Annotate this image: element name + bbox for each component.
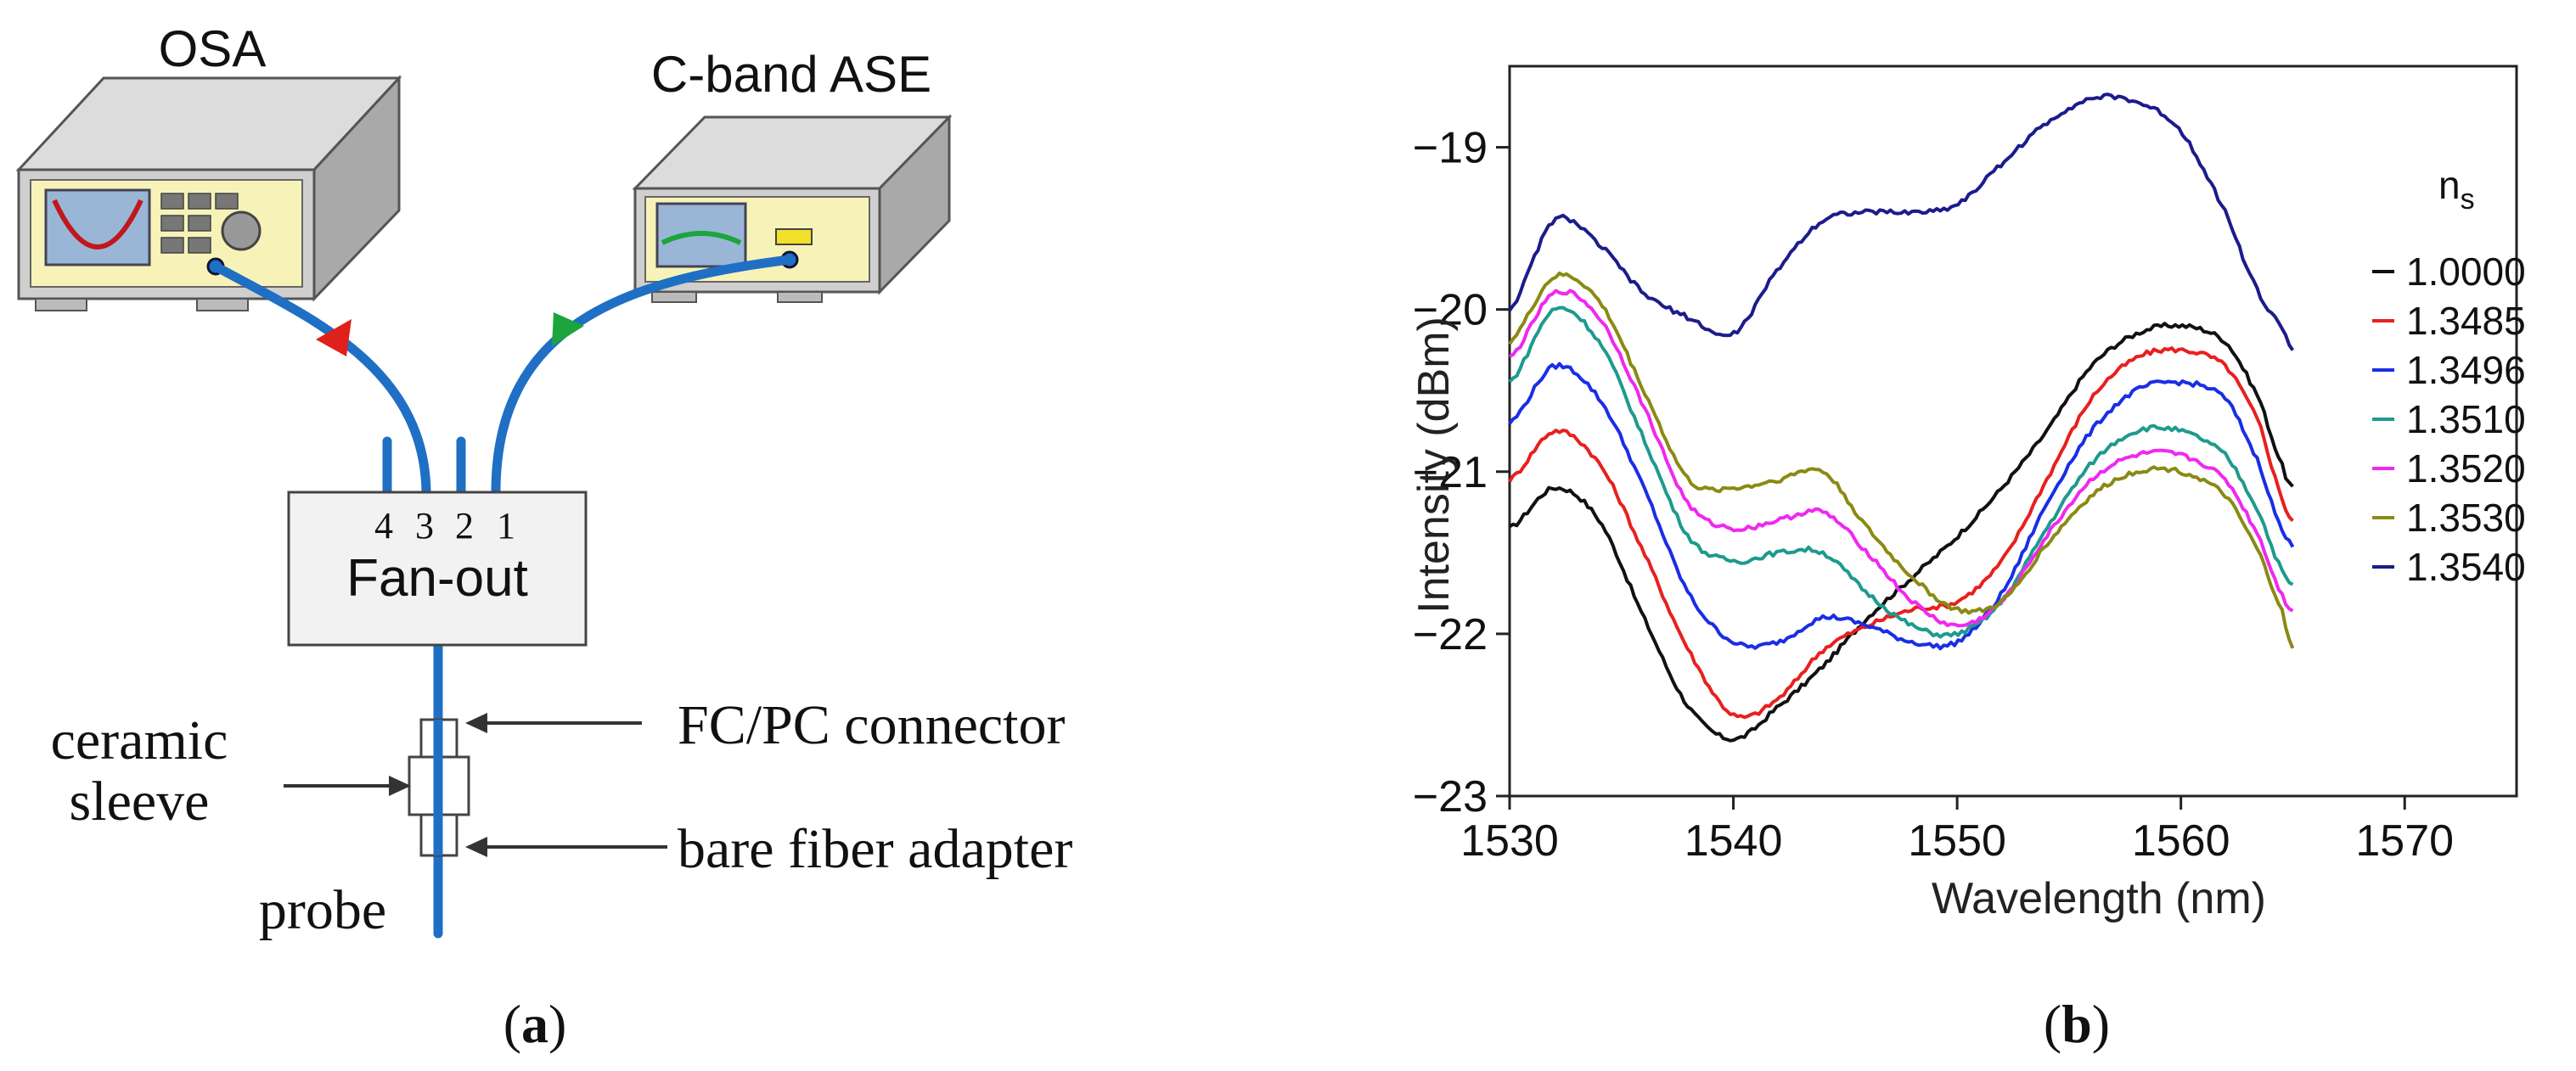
probe-label: probe — [259, 879, 386, 941]
x-tick-label: 1540 — [1685, 816, 1783, 866]
osa-keypad — [160, 193, 239, 254]
callout-arrows — [284, 713, 667, 857]
series-line-1-3510 — [1508, 306, 2294, 639]
panel-b-label: (b) — [2044, 994, 2110, 1054]
port-label-1: 1 — [497, 505, 515, 547]
ase-screen — [655, 202, 747, 268]
panel-a-label: (a) — [503, 994, 567, 1054]
arrow-to-osa-icon — [316, 319, 352, 356]
series-line-1-3540 — [1508, 93, 2295, 351]
bare-fiber-adapter-label: bare fiber adapter — [678, 818, 1072, 880]
osa-device — [15, 75, 402, 311]
ase-indicator-icon — [775, 228, 813, 245]
y-tick-label: −20 — [1413, 286, 1488, 335]
port-label-3: 3 — [415, 505, 434, 547]
ase-trace-icon — [661, 231, 742, 245]
y-axis-title: Intensity (dBm) — [1409, 317, 1459, 614]
y-tick-label: −21 — [1413, 448, 1488, 497]
y-tick-label: −22 — [1413, 610, 1488, 659]
port-label-4: 4 — [374, 505, 393, 547]
fibers — [211, 255, 795, 939]
panel-a: OSA C-band ASE 4 3 — [15, 20, 1072, 1054]
osa-label: OSA — [159, 20, 267, 77]
fanout-box — [287, 491, 588, 647]
series-line-1-3530 — [1508, 271, 2295, 649]
fiber-port3-to-osa — [211, 261, 431, 497]
legend-entry: 1.0000 — [2406, 250, 2526, 294]
panel-b-label-letter: b — [2061, 994, 2092, 1054]
legend-title: ns — [2438, 163, 2475, 216]
series-line-1-3520 — [1509, 289, 2294, 628]
panel-b-label-close: ) — [2092, 994, 2110, 1054]
fanout-label: Fan-out — [346, 549, 528, 608]
osa-knob-icon — [221, 210, 262, 251]
legend-entry: 1.3510 — [2406, 397, 2526, 441]
fc-pc-connector-label: FC/PC connector — [678, 694, 1066, 756]
port-labels: 4 3 2 1 — [374, 505, 515, 547]
ceramic-label: ceramic — [51, 709, 228, 771]
legend: ns 1.0000 1.3485 1.3496 1.3510 1.3520 1.3530 1.… — [2372, 163, 2526, 589]
port-label-2: 2 — [455, 505, 474, 547]
series-layer — [1508, 93, 2295, 743]
panel-b-chart: −23 −22 −21 −20 −19 1530 1540 1550 1560 1570 ns 1… — [1409, 64, 2526, 1054]
series-line-1-3485 — [1508, 346, 2294, 720]
series-line-1-0000 — [1508, 322, 2294, 743]
panel-a-label-open: ( — [503, 994, 521, 1054]
legend-entry: 1.3520 — [2406, 446, 2526, 491]
panel-a-label-letter: a — [521, 994, 548, 1054]
legend-entry: 1.3485 — [2406, 299, 2526, 343]
panel-b-label-open: ( — [2044, 994, 2061, 1054]
panel-a-label-close: ) — [548, 994, 566, 1054]
sleeve-label: sleeve — [70, 771, 210, 833]
series-line-1-3496 — [1508, 362, 2295, 651]
legend-entry: 1.3540 — [2406, 545, 2526, 589]
legend-entry: 1.3496 — [2406, 348, 2526, 392]
y-axis-ticks: −23 −22 −21 −20 −19 — [1413, 124, 1510, 821]
plot-border — [1508, 64, 2518, 798]
osa-trace-icon — [52, 199, 143, 250]
fiber-port1-from-ase — [491, 255, 795, 497]
legend-entry: 1.3530 — [2406, 496, 2526, 540]
ase-label: C-band ASE — [651, 46, 931, 103]
x-axis-title: Wavelength (nm) — [1932, 874, 2266, 923]
y-tick-label: −19 — [1413, 124, 1488, 173]
x-axis-ticks: 1530 1540 1550 1560 1570 — [1460, 796, 2454, 866]
y-tick-label: −23 — [1413, 772, 1488, 821]
plot-frame — [1508, 64, 2518, 798]
ase-device — [632, 114, 953, 303]
x-tick-label: 1560 — [2132, 816, 2230, 866]
arrow-from-ase-icon — [552, 312, 584, 346]
x-tick-label: 1550 — [1908, 816, 2006, 866]
x-tick-label: 1530 — [1460, 816, 1559, 866]
osa-screen — [44, 188, 151, 266]
x-tick-label: 1570 — [2355, 816, 2454, 866]
